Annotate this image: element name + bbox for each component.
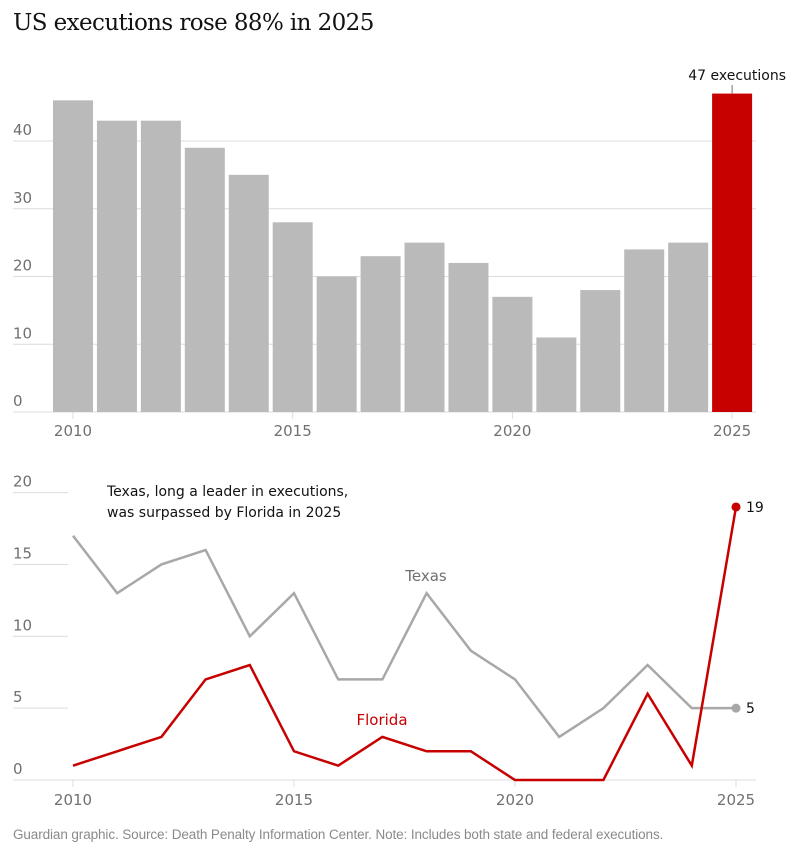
bar-2015 — [272, 222, 313, 412]
bar-2022 — [580, 290, 621, 412]
x-tick-label: 2020 — [493, 422, 531, 440]
y-tick-label: 0 — [13, 760, 23, 778]
chart-title: US executions rose 88% in 2025 — [13, 10, 374, 36]
x-tick-label: 2015 — [274, 422, 312, 440]
florida-series-label: Florida — [356, 711, 407, 729]
bar-2018 — [404, 242, 445, 412]
bar-2019 — [448, 262, 489, 412]
texas-end-label: 5 — [746, 701, 755, 717]
y-tick-label: 5 — [13, 688, 23, 706]
florida-line — [72, 506, 738, 782]
florida-end-dot — [731, 502, 741, 512]
x-tick-label: 2020 — [496, 791, 534, 809]
x-tick-label: 2025 — [717, 791, 755, 809]
y-tick-label: 40 — [13, 121, 32, 139]
line-annotation-line: was surpassed by Florida in 2025 — [107, 505, 341, 521]
x-tick-label: 2010 — [54, 791, 92, 809]
x-tick-label: 2015 — [275, 791, 313, 809]
bar-chart: 0 10 20 30 40 2010 2015 2020 2025 47 executions — [13, 68, 786, 440]
bar-2013 — [184, 147, 225, 412]
y-tick-label: 10 — [13, 324, 32, 342]
bar-2014 — [228, 174, 269, 412]
texas-series-label: Texas — [404, 567, 447, 585]
bar-2010 — [53, 100, 93, 412]
bar-2012 — [140, 120, 181, 413]
bar-2016 — [316, 276, 357, 412]
x-tick-label: 2025 — [713, 422, 751, 440]
y-tick-label: 10 — [13, 616, 32, 634]
y-tick-label: 15 — [13, 544, 32, 562]
x-tick-label: 2010 — [54, 422, 92, 440]
texas-end-dot — [731, 703, 741, 713]
bar-2017 — [360, 256, 401, 412]
line-annotation-line: Texas, long a leader in executions, — [106, 484, 348, 500]
florida-end-label: 19 — [746, 500, 764, 516]
bar-2024 — [668, 242, 709, 412]
bar-2025 — [712, 93, 753, 412]
bar-annotation-label: 47 executions — [688, 68, 786, 84]
bar-2023 — [624, 249, 665, 412]
texas-line — [72, 534, 736, 739]
bar-2011 — [96, 120, 137, 413]
source-note: Guardian graphic. Source: Death Penalty … — [13, 827, 664, 842]
bar-2021 — [536, 337, 577, 412]
y-tick-label: 20 — [13, 257, 32, 275]
y-tick-label: 20 — [13, 473, 32, 491]
y-tick-label: 30 — [13, 189, 32, 207]
y-tick-label: 0 — [13, 392, 23, 410]
bar-2020 — [492, 296, 533, 412]
